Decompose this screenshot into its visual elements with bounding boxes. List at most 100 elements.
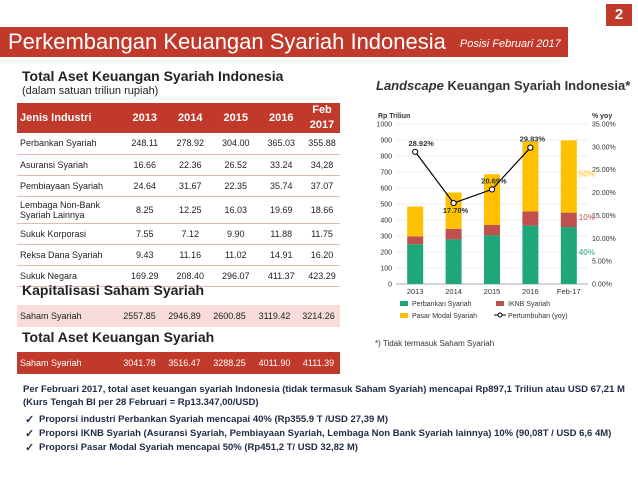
table-cell: 11.02 [213,244,259,266]
market-cap-title: Kapitalisasi Saham Syariah [22,282,205,298]
assets-table: Jenis Industri 2013 2014 2015 2016 Feb 2… [17,103,340,287]
table-cell: 2946.89 [168,311,201,321]
column-header: Jenis Industri [17,103,122,133]
x-tick-label: 2014 [445,287,462,296]
bar-segment [484,174,500,225]
table-cell: 11.75 [304,223,340,245]
table-cell: 26.52 [213,154,259,176]
growth-point [527,144,534,151]
bar-segment [407,244,424,284]
legend-swatch [400,301,408,306]
column-header: 2014 [167,103,213,133]
summary-text: Per Februari 2017, total aset keuangan s… [23,384,625,408]
bar-segment [484,235,500,284]
table-cell: 7.55 [122,223,168,245]
bar-segment [560,212,577,228]
column-header: 2016 [258,103,304,133]
market-cap-row: Saham Syariah 2557.85 2946.89 2600.85 31… [17,305,340,327]
y2-tick-label: 20.00% [592,190,616,197]
y2-tick-label: 25.00% [592,167,616,174]
row-label: Sukuk Negara [17,265,122,287]
legend-label: Pertumbuhan (yoy) [508,313,568,320]
bullet-text: Proporsi industri Perbankan Syariah menc… [39,413,388,425]
landscape-chart: 0 100 200 300 400 500 600 700 800 900 1000 0.00% 5.0… [376,113,616,320]
table-cell: 14.91 [258,244,304,266]
table-cell: 248.11 [122,133,168,155]
y2-tick-label: 5.00% [592,259,612,266]
footnote: *) Tidak termasuk Saham Syariah [375,339,495,348]
table-cell: 35.74 [258,175,304,197]
list-item: ✓ Proporsi IKNB Syariah (Asuransi Syariah… [25,426,611,440]
table-cell: 19.69 [258,196,304,224]
row-label: Lembaga Non-Bank Syariah Lainnya [17,196,122,224]
table-cell: 3214.26 [302,311,335,321]
table-row: Asuransi Syariah 16.66 22.36 26.52 33.24 34,2… [17,154,340,176]
table-cell: 3119.42 [258,311,291,321]
table-cell: 3041.78 [123,358,156,368]
checkmark-icon: ✓ [25,413,35,426]
row-label: Saham Syariah [20,358,82,368]
table-row: Reksa Dana Syariah 9.43 11.16 11.02 14.91 16.… [17,244,340,266]
row-label: Reksa Dana Syariah [17,244,122,266]
growth-point [412,148,419,155]
table-cell: 8.25 [122,196,168,224]
table-cell: 31.67 [167,175,213,197]
table-row: Lembaga Non-Bank Syariah Lainnya 8.25 12.2… [17,196,340,224]
bar-segment [522,141,539,212]
table-cell: 355.88 [304,133,340,155]
table-row: Sukuk Korporasi 7.55 7.12 9.90 11.88 11.75 [17,223,340,245]
checkmark-icon: ✓ [25,427,35,440]
table-row: Perbankan Syariah 248.11 278.92 304.00 365.0… [17,133,340,155]
assets-table-subtitle: (dalam satuan triliun rupiah) [22,85,159,97]
bar-segment [522,225,539,284]
row-label: Asuransi Syariah [17,154,122,176]
table-cell: 423.29 [304,265,340,287]
bullet-text: Proporsi Pasar Modal Syariah mencapai 50… [39,441,358,453]
legend-label: IKNB Syariah [508,301,550,308]
table-cell: 3288.25 [213,358,246,368]
table-cell: 16.20 [304,244,340,266]
x-tick-label: 2013 [407,287,424,296]
legend-label: Pasar Modal Syariah [412,313,477,320]
y2-tick-label: 10.00% [592,236,616,243]
table-cell: 37.07 [304,175,340,197]
bar-segment [445,239,462,284]
table-cell: 16.66 [122,154,168,176]
table-cell: 22.35 [213,175,259,197]
x-tick-label: Feb-17 [557,287,581,296]
y-tick-label: 900 [380,138,392,145]
row-label: Perbankan Syariah [17,133,122,155]
legend-swatch [496,301,504,306]
table-cell: 278.92 [167,133,213,155]
table-cell: 18.66 [304,196,340,224]
bar-segment [407,206,424,237]
share-label: 10% [579,213,595,222]
table-cell: 11.88 [258,223,304,245]
bar-segment [522,211,539,226]
list-item: ✓ Proporsi Pasar Modal Syariah mencapai 5… [25,440,611,454]
page-subtitle: Posisi Februari 2017 [459,38,561,50]
table-header-row: Jenis Industri 2013 2014 2015 2016 Feb 2… [17,103,340,133]
chart-title-rest: Keuangan Syariah Indonesia* [443,78,631,93]
table-cell: 296.07 [213,265,259,287]
row-label: Saham Syariah [20,311,82,321]
y-tick-label: 700 [380,170,392,177]
table-cell: 169.29 [122,265,168,287]
y-tick-label: 200 [380,250,392,257]
table-cell: 24.64 [122,175,168,197]
table-cell: 411.37 [258,265,304,287]
page-number: 2 [606,4,632,26]
y2-tick-label: 15.00% [592,213,616,220]
legend-marker [497,312,503,318]
page-title: Perkembangan Keuangan Syariah Indonesia [8,29,446,54]
table-row: Sukuk Negara 169.29 208.40 296.07 411.37 423.… [17,265,340,287]
share-label: 40% [579,248,595,257]
y2-axis-label: % yoy [592,113,612,120]
total-assets-row: Saham Syariah 3041.78 3516.47 3288.25 40… [17,352,340,374]
chart-title-italic: Landscape [376,78,444,93]
growth-point-label: 28.92% [408,139,434,148]
table-cell: 7.12 [167,223,213,245]
table-row: Pembiayaan Syariah 24.64 31.67 22.35 35.74 37… [17,175,340,197]
table-cell: 12.25 [167,196,213,224]
table-cell: 2600.85 [213,311,246,321]
